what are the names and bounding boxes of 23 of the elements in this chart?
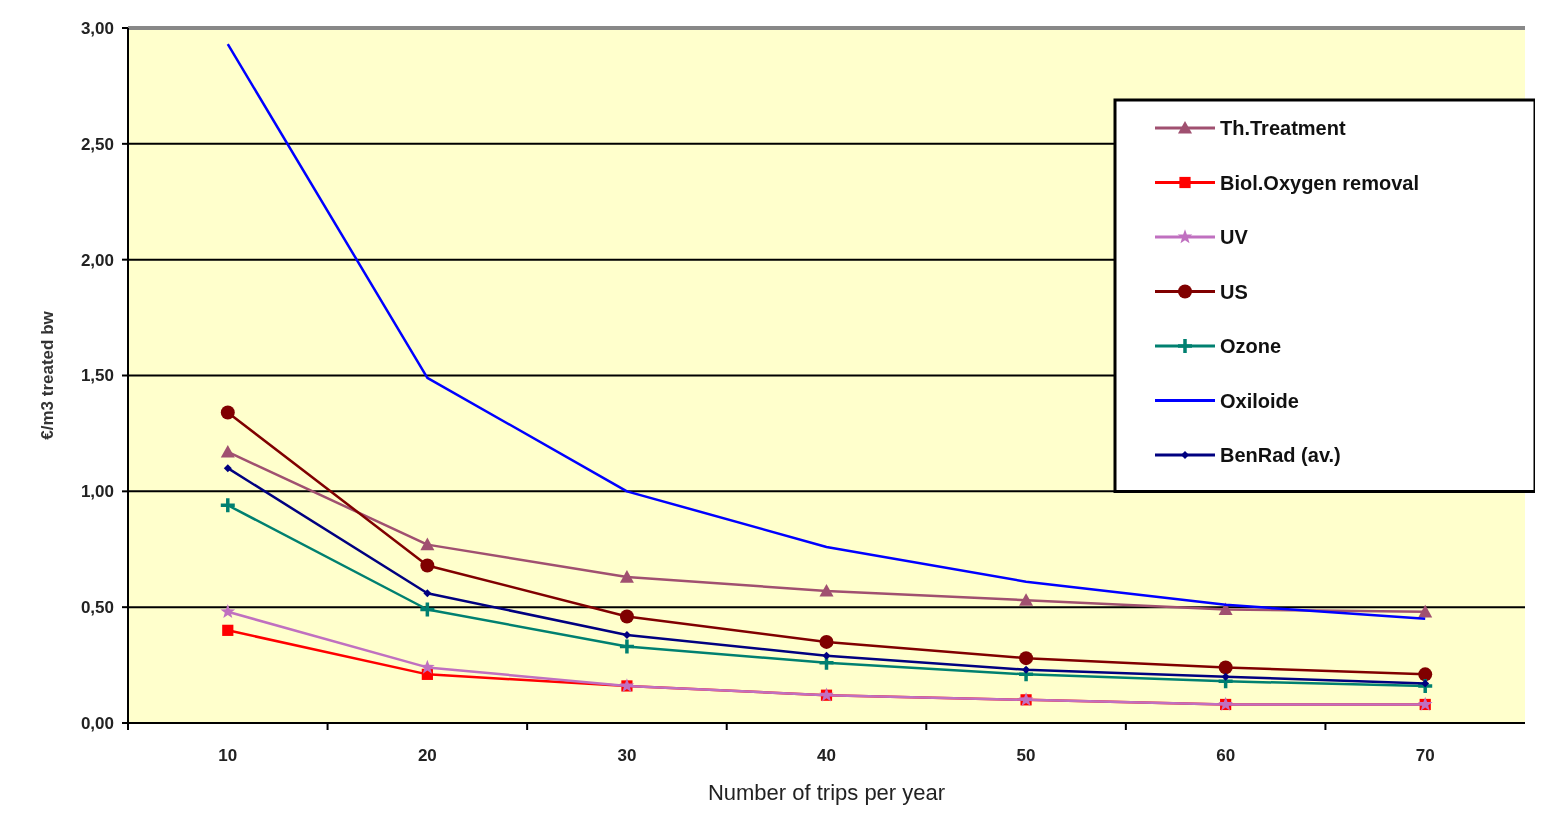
- y-tick-label: 1,00: [80, 482, 114, 502]
- x-tick-label: 40: [817, 746, 836, 765]
- legend-label: BenRad (av.): [1220, 444, 1341, 466]
- y-tick-label: 2,00: [80, 250, 114, 270]
- legend-label: Oxiloide: [1220, 389, 1299, 412]
- y-tick-label: 1,50: [80, 366, 114, 386]
- x-tick-label: 60: [1216, 746, 1236, 765]
- x-tick-label: 70: [1415, 746, 1435, 765]
- y-tick-label: 2,50: [80, 134, 114, 154]
- x-tick-label: 20: [417, 746, 437, 765]
- y-tick-label: 3,00: [80, 18, 114, 38]
- x-tick-label: 10: [218, 746, 238, 765]
- y-tick-label: 0,50: [80, 598, 114, 618]
- x-axis-title: Number of trips per year: [707, 780, 946, 805]
- x-tick-label: 30: [617, 746, 637, 765]
- legend-label: UV: [1220, 226, 1249, 248]
- y-tick-label: 0,00: [80, 713, 114, 733]
- legend-label: Th.Treatment: [1220, 117, 1346, 139]
- x-tick-label: 50: [1016, 746, 1036, 765]
- legend-label: Biol.Oxygen removal: [1220, 171, 1419, 194]
- y-axis-title: €/m3 treated bw: [38, 310, 57, 440]
- legend-label: Ozone: [1220, 335, 1282, 357]
- legend-label: US: [1220, 280, 1248, 303]
